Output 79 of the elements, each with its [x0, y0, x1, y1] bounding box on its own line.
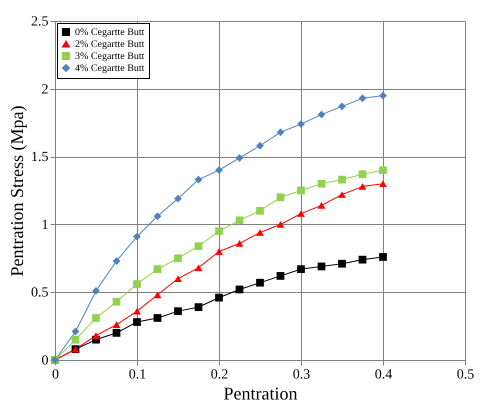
point: [112, 329, 120, 337]
point: [338, 191, 346, 198]
x-tick-label: 0.2: [210, 368, 228, 382]
point: [338, 260, 346, 268]
point: [236, 154, 244, 162]
legend-label: 4% Cegartte Butt: [75, 63, 145, 74]
point: [236, 240, 244, 247]
point: [297, 120, 305, 128]
point: [112, 298, 120, 306]
point: [133, 232, 141, 240]
y-tick-label: 2: [42, 82, 48, 98]
point: [297, 210, 305, 217]
y-tick-label: 1: [42, 218, 48, 233]
point: [215, 248, 223, 255]
legend-label: 3% Cegartte Butt: [75, 51, 145, 62]
point: [318, 180, 326, 188]
x-tick-label: 0.4: [374, 368, 392, 382]
point: [297, 186, 305, 194]
point: [358, 183, 366, 190]
point: [133, 280, 141, 288]
x-tick-label: 0.1: [128, 368, 146, 382]
point: [379, 166, 387, 174]
point: [358, 170, 366, 178]
point: [276, 193, 284, 202]
point: [92, 314, 100, 322]
point: [133, 308, 141, 315]
legend-label: 0% Cegartte Butt: [75, 27, 145, 38]
point: [215, 227, 223, 236]
x-tick-label: 0.5: [456, 368, 474, 382]
point: [379, 253, 387, 261]
point: [338, 176, 346, 184]
point: [256, 206, 264, 215]
point: [154, 314, 162, 322]
point: [194, 264, 202, 272]
point: [194, 303, 202, 311]
point: [112, 257, 120, 265]
y-tick-label: 1.5: [31, 150, 48, 166]
y-tick-label: 2.5: [31, 14, 48, 30]
point: [236, 286, 244, 294]
point: [276, 272, 284, 280]
point: [72, 328, 80, 336]
point: [112, 321, 120, 328]
point: [297, 265, 305, 274]
point: [194, 242, 202, 250]
x-tick-label: 0: [52, 368, 59, 382]
point: [215, 166, 223, 174]
point: [215, 294, 223, 302]
point: [174, 275, 182, 282]
y-tick-label: 0.5: [31, 286, 48, 301]
point: [338, 102, 346, 110]
point: [276, 128, 284, 136]
point: [133, 318, 141, 326]
point: [379, 92, 387, 100]
point: [154, 265, 162, 274]
point: [358, 256, 366, 264]
point: [194, 176, 202, 184]
point: [256, 142, 264, 150]
x-axis-title: Pentration: [224, 384, 298, 404]
x-tick-label: 0.3: [292, 368, 310, 382]
point: [318, 110, 326, 118]
point: [256, 278, 264, 287]
point: [174, 194, 182, 203]
point: [358, 94, 366, 102]
point: [318, 262, 326, 270]
point: [72, 336, 80, 344]
point: [318, 202, 326, 209]
y-tick-label: 0: [42, 354, 48, 368]
point: [276, 221, 284, 228]
point: [379, 180, 387, 188]
point: [92, 286, 100, 295]
point: [154, 212, 162, 220]
y-axis-title: Pentration Stress (Mpa): [7, 106, 27, 276]
legend-label: 2% Cegartte Butt: [75, 39, 145, 50]
point: [256, 229, 264, 236]
point: [174, 307, 182, 316]
point: [92, 332, 100, 339]
point: [236, 216, 244, 224]
point: [174, 254, 182, 262]
point: [154, 292, 162, 298]
